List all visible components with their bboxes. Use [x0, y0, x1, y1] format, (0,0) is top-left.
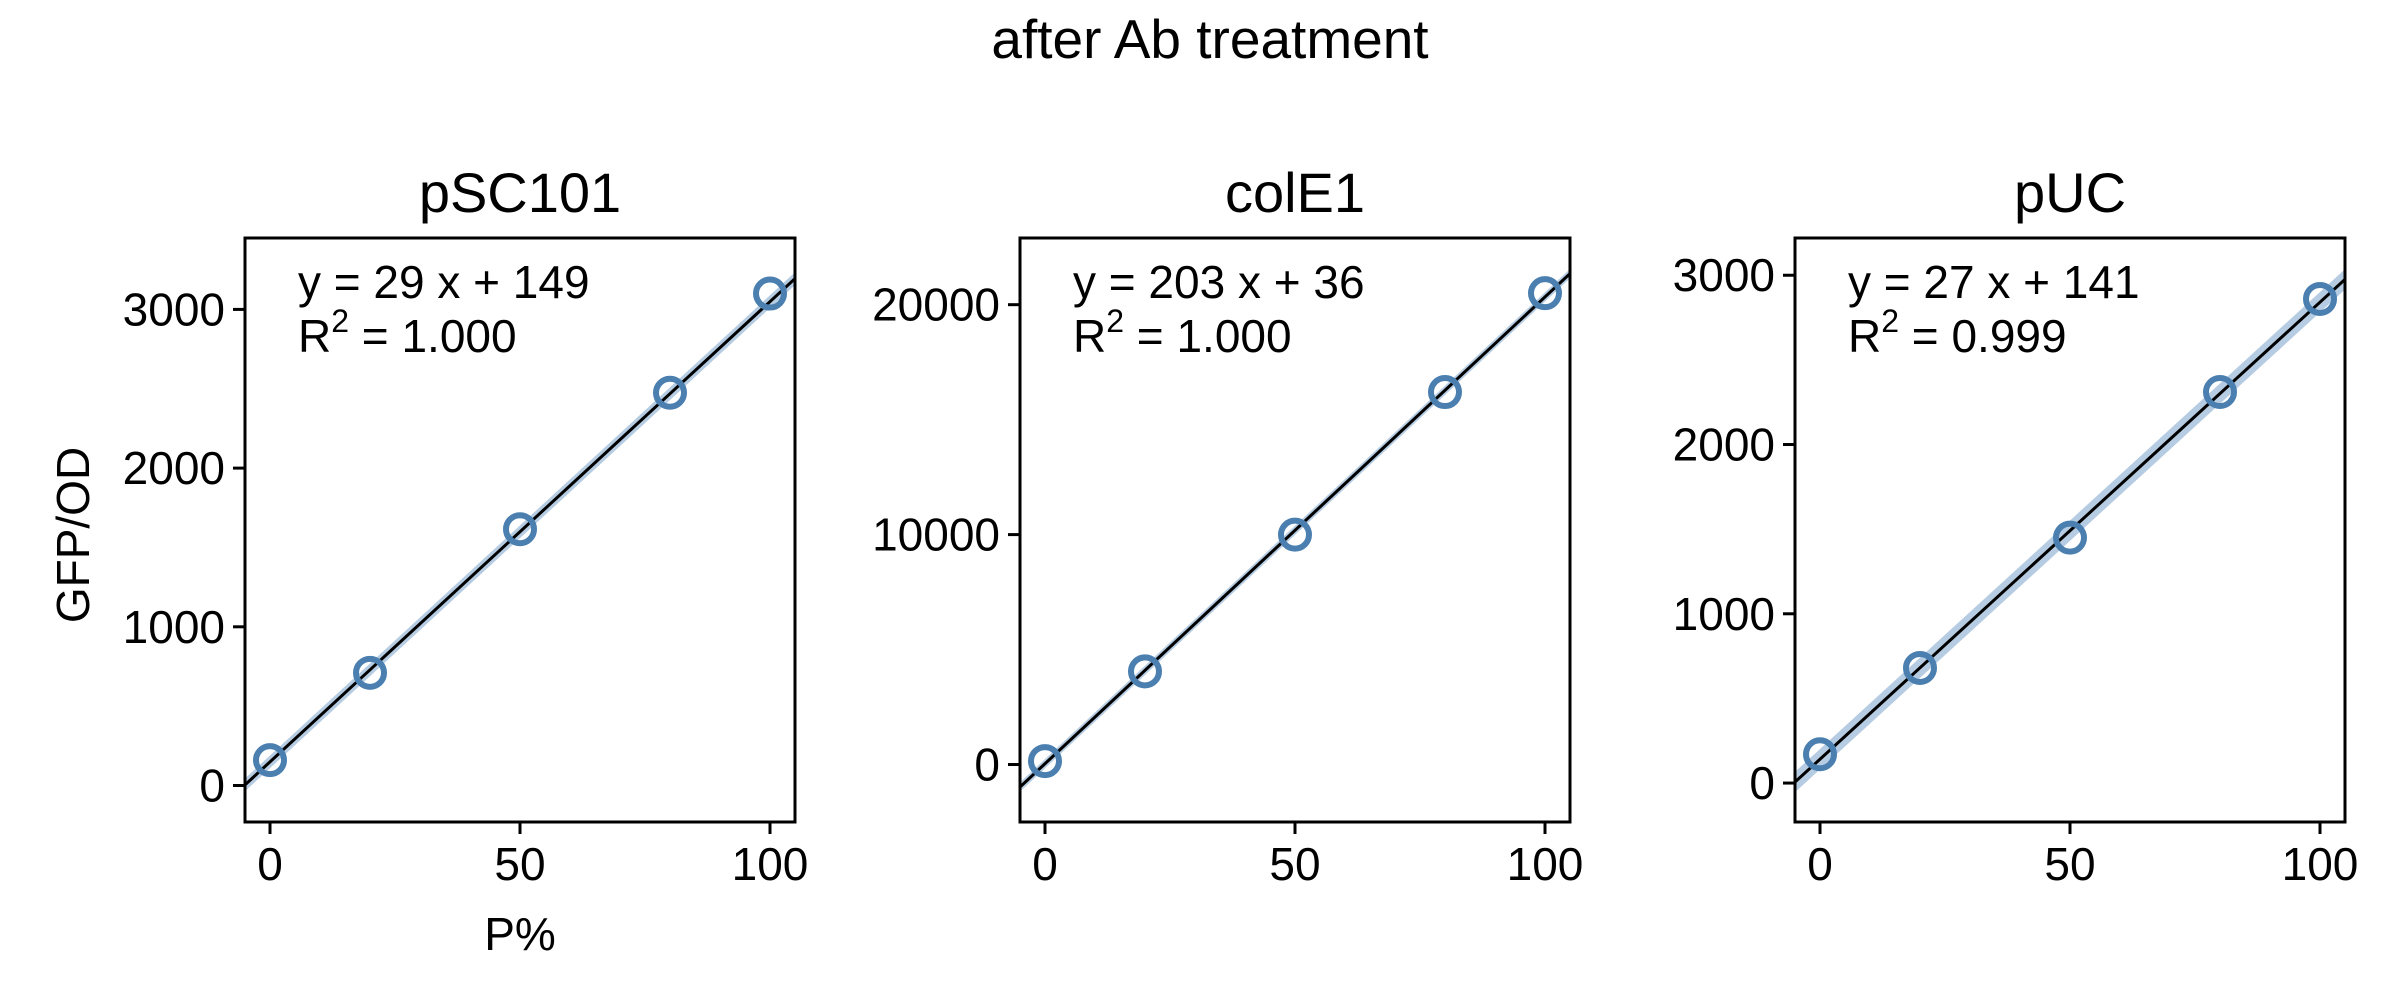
data-point [1428, 375, 1462, 410]
fit-line [1795, 278, 2345, 784]
x-tick-label: 100 [732, 838, 809, 890]
data-point [353, 655, 387, 690]
data-point [1903, 650, 1937, 685]
fit-equation: y = 203 x + 36 [1073, 256, 1365, 308]
x-tick-label: 100 [2282, 838, 2359, 890]
panel-title: colE1 [1225, 161, 1365, 224]
data-point [753, 276, 787, 311]
x-tick-label: 50 [2044, 838, 2095, 890]
r-squared: R2 = 1.000 [1073, 303, 1292, 362]
data-point [2303, 281, 2337, 316]
x-tick-label: 50 [1269, 838, 1320, 890]
fit-equation: y = 29 x + 149 [298, 256, 590, 308]
x-tick-label: 0 [1032, 838, 1058, 890]
x-tick-label: 0 [257, 838, 283, 890]
y-tick-label: 1000 [1673, 588, 1775, 640]
y-tick-label: 3000 [1673, 249, 1775, 301]
fit-line [1020, 272, 1570, 789]
y-tick-label: 10000 [872, 509, 1000, 561]
data-point [1278, 517, 1312, 552]
panel-title: pSC101 [419, 161, 621, 224]
y-tick-label: 2000 [123, 442, 225, 494]
y-tick-label: 0 [974, 739, 1000, 791]
x-tick-label: 0 [1807, 838, 1833, 890]
data-point [2053, 520, 2087, 555]
y-tick-label: 0 [199, 760, 225, 812]
y-axis-label: GFP/OD [47, 447, 99, 623]
fit-line [245, 277, 795, 786]
data-point [653, 375, 687, 410]
data-point [253, 743, 287, 778]
data-point [1028, 744, 1062, 779]
data-point [1803, 737, 1837, 772]
y-tick-label: 1000 [123, 601, 225, 653]
x-tick-label: 100 [1507, 838, 1584, 890]
x-tick-label: 50 [494, 838, 545, 890]
data-point [2203, 375, 2237, 410]
y-tick-label: 0 [1749, 757, 1775, 809]
fit-equation: y = 27 x + 141 [1848, 256, 2140, 308]
r-squared: R2 = 0.999 [1848, 303, 2067, 362]
panel-title: pUC [2014, 161, 2126, 224]
y-tick-label: 2000 [1673, 419, 1775, 471]
data-point [1528, 276, 1562, 311]
y-tick-label: 20000 [872, 279, 1000, 331]
r-squared: R2 = 1.000 [298, 303, 517, 362]
data-point [1128, 654, 1162, 689]
figure-suptitle: after Ab treatment [991, 8, 1428, 70]
x-axis-label: P% [484, 908, 556, 960]
y-tick-label: 3000 [123, 283, 225, 335]
data-point [503, 512, 537, 547]
